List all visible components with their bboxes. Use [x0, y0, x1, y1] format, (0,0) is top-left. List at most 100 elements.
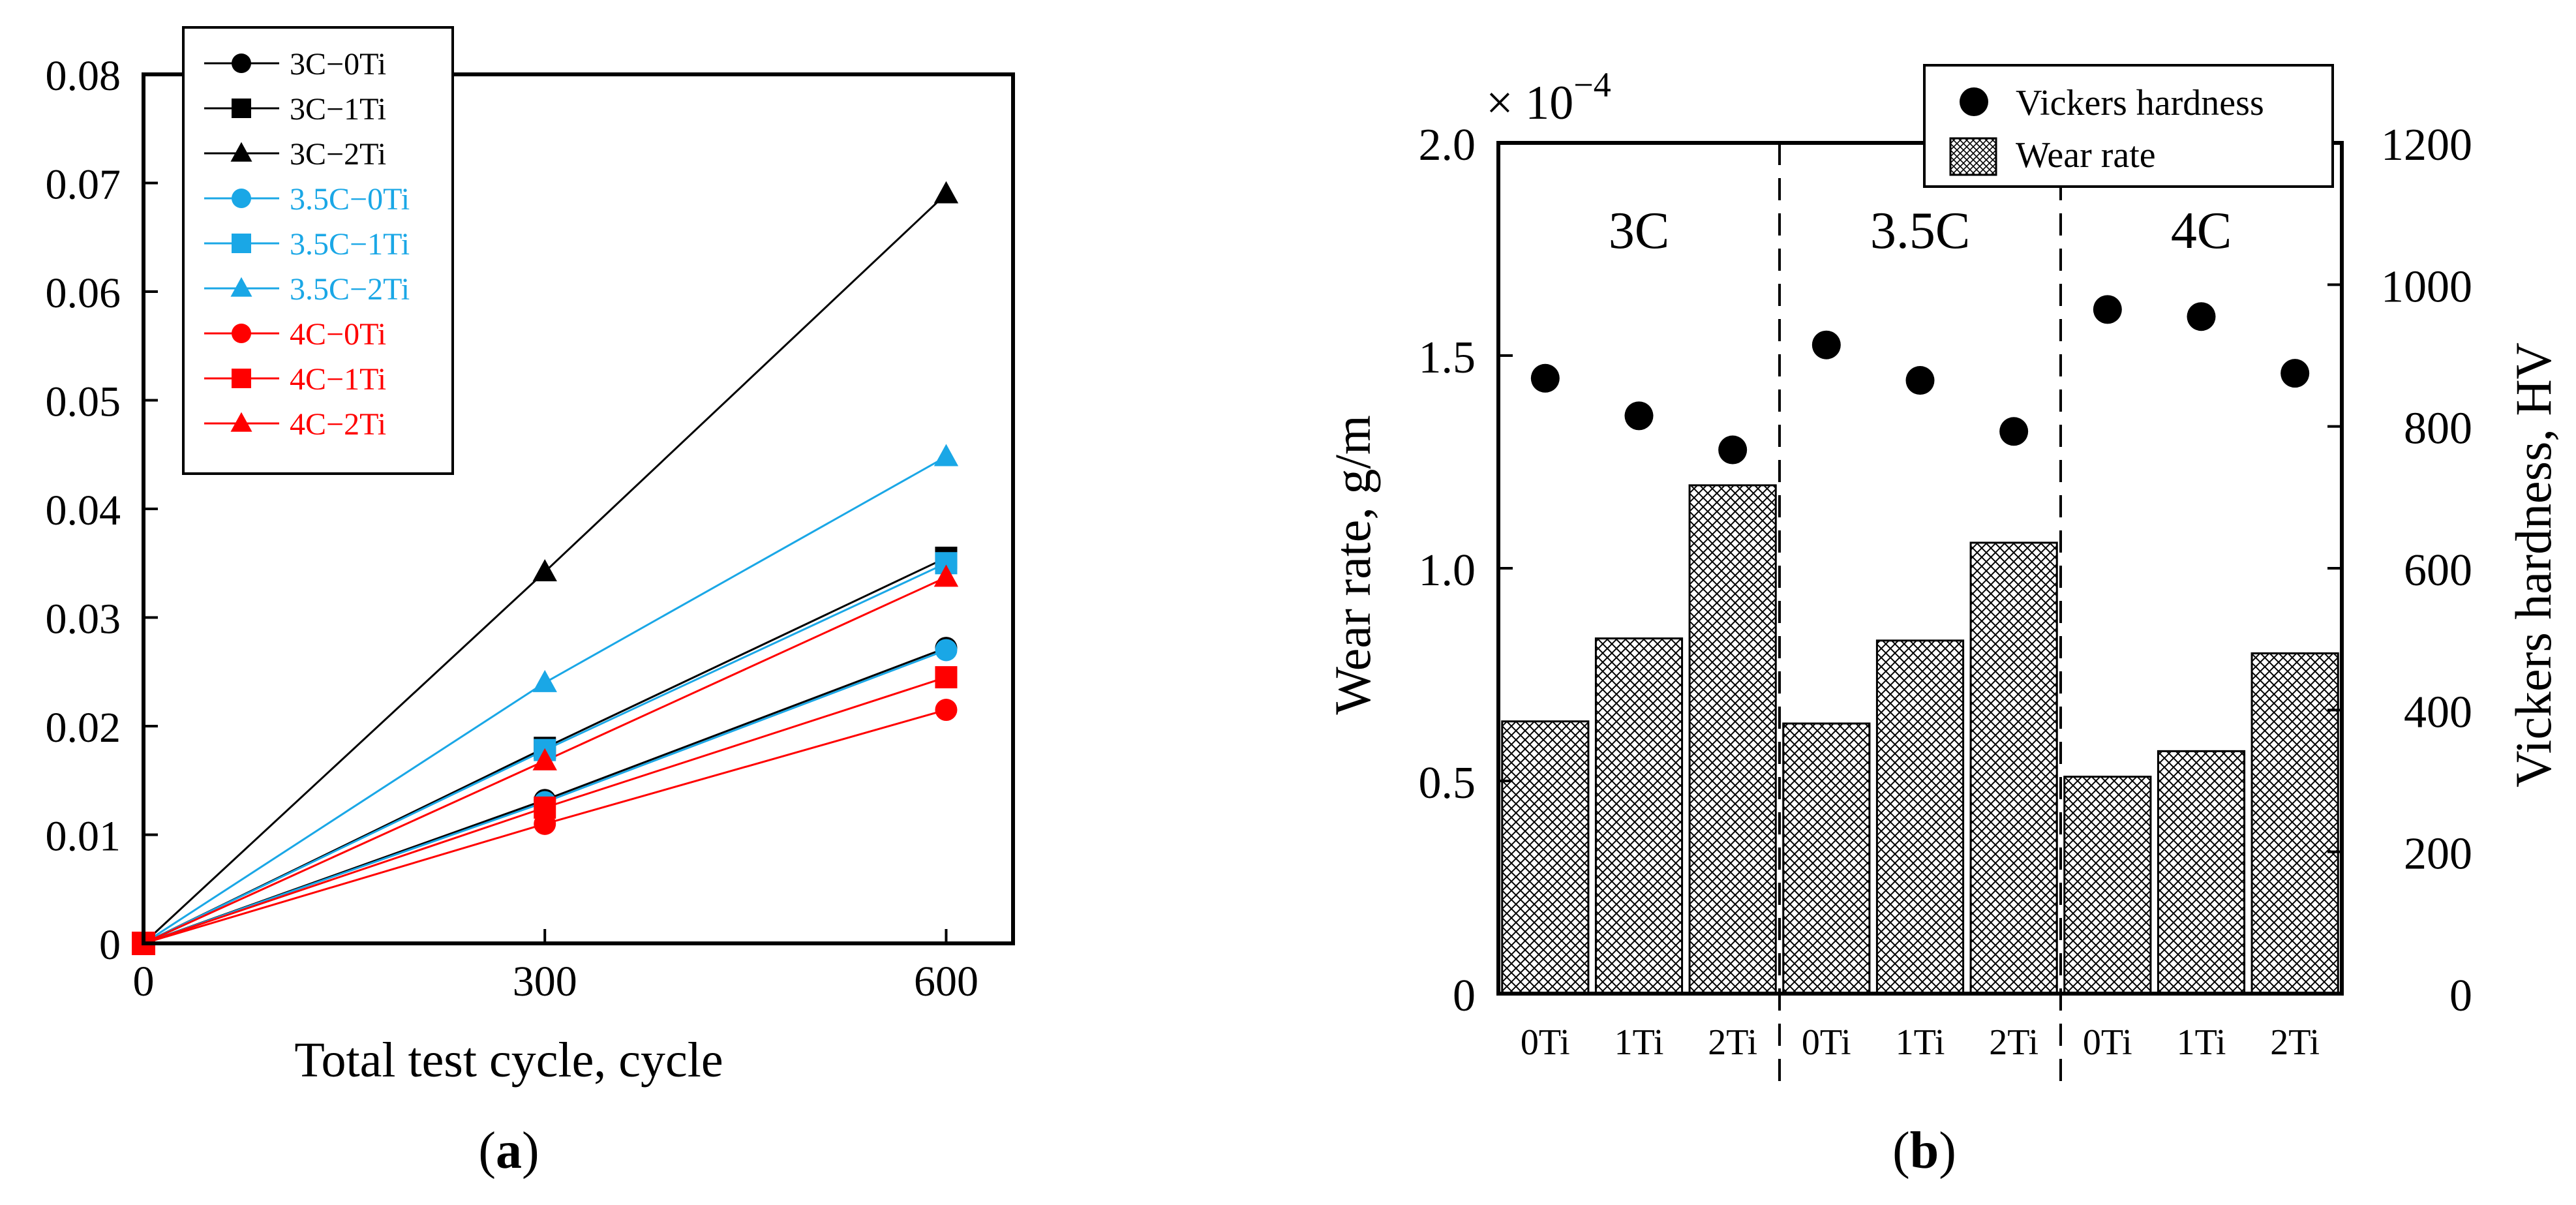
panel-a-y-tick-label: 0.02 [46, 704, 121, 752]
panel-b-legend-hardness-marker [1960, 87, 1988, 116]
panel-a-data-point [935, 666, 958, 689]
panel-a-legend-box [182, 26, 454, 475]
panel-b-legend-wear-swatch [1949, 137, 1997, 176]
panel-a-legend-marker [232, 324, 251, 343]
panel-b-wear-rate-bars [1501, 484, 2339, 995]
panel-b-category-label: 0Ti [2083, 1022, 2132, 1063]
panel-b-category-label: 2Ti [1989, 1022, 2038, 1063]
panel-a-y-tick-label: 0.03 [46, 596, 121, 643]
panel-b-right-tick-label: 200 [2404, 829, 2472, 879]
panel-b-category-label: 2Ti [2270, 1022, 2320, 1063]
panel-b-left-tick-label: 1.0 [1419, 545, 1476, 596]
panel-b-category-label: 0Ti [1802, 1022, 1851, 1063]
panel-a-legend-marker [230, 142, 252, 162]
panel-a-legend: 3C−0Ti 3C−1Ti 3C−2Ti 3.5C−0Ti 3.5C−1Ti 3.5C−2… [182, 26, 454, 475]
panel-b-category-labels: 0Ti 1Ti 2Ti 0Ti 1Ti 2Ti 0Ti 1Ti 2Ti [1521, 1022, 2320, 1063]
panel-b-chart: 0 0.5 1.0 1.5 2.0 0 200 400 600 800 1000 1200 0Ti 1… [1324, 64, 2562, 1180]
panel-b-left-tick-labels: 0 0.5 1.0 1.5 2.0 [1419, 120, 1476, 1021]
panel-a-legend-marker [232, 189, 251, 208]
panel-a-x-tick-label: 600 [914, 958, 978, 1005]
panel-b-hardness-point [1999, 417, 2029, 446]
panel-b-ticks [1498, 142, 2342, 995]
panel-a-legend-label: 4C−1Ti [290, 362, 386, 397]
panel-b-hardness-point [1811, 330, 1841, 359]
panel-a-data-point [532, 748, 557, 770]
panel-b-left-tick-label: 0 [1453, 971, 1476, 1021]
panel-b-right-tick-labels: 0 200 400 600 800 1000 1200 [2381, 120, 2472, 1021]
panel-b-wear-rate-bar [2157, 750, 2246, 995]
panel-a-data-point [933, 181, 959, 204]
panel-b-right-tick-label: 600 [2404, 545, 2472, 596]
panel-b-category-label: 1Ti [1896, 1022, 1945, 1063]
panel-b-hardness-point [1905, 366, 1935, 395]
panel-b-hardness-point [2093, 295, 2122, 324]
panel-b-legend: Vickers hardness Wear rate [1923, 64, 2334, 188]
panel-a-data-point [935, 699, 958, 722]
panel-a-data-point [933, 444, 959, 466]
panel-a-legend-label: 4C−0Ti [290, 317, 386, 352]
panel-b-wear-rate-bar [2063, 775, 2152, 995]
panel-b-left-tick-label: 1.5 [1419, 333, 1476, 383]
panel-a-legend-label: 3C−2Ti [290, 137, 386, 172]
panel-a-y-tick-label: 0.08 [46, 52, 121, 100]
panel-a-legend-label: 3.5C−2Ti [290, 272, 410, 307]
panel-a-legend-marker [230, 412, 252, 432]
panel-a-y-tick-labels: 0 0.01 0.02 0.03 0.04 0.05 0.06 0.07 0.08 [46, 52, 121, 969]
panel-a-legend-marker [232, 53, 251, 73]
panel-b-wear-rate-bar [1782, 722, 1871, 995]
panel-a-series-markers [132, 181, 959, 955]
panel-b-y-multiplier: × 10−4 [1486, 65, 1611, 130]
panel-a-y-tick-label: 0.05 [46, 378, 121, 426]
panel-b-group-label: 3.5C [1870, 202, 1970, 260]
panel-b-right-tick-label: 400 [2404, 687, 2472, 737]
panel-a-data-point [534, 796, 556, 819]
panel-b-hardness-point [1718, 435, 1748, 465]
panel-b-category-label: 1Ti [2177, 1022, 2226, 1063]
panel-a-legend-marker [232, 369, 251, 388]
panel-b-hardness-point [1530, 363, 1560, 393]
panel-a-y-tick-label: 0.04 [46, 487, 121, 534]
panel-a-y-tick-label: 0.01 [46, 813, 121, 861]
panel-a-legend-marker [232, 234, 251, 253]
panel-a-x-tick-label: 300 [513, 958, 577, 1005]
panel-b-hardness-point [2281, 359, 2310, 388]
panel-b-category-label: 2Ti [1708, 1022, 1757, 1063]
panel-a-legend-label: 3C−1Ti [290, 92, 386, 127]
panel-b-legend-hardness-label: Vickers hardness [2016, 83, 2264, 123]
panel-a-legend-marker [230, 277, 252, 297]
panel-a-y-tick-label: 0 [99, 921, 121, 969]
panel-b-category-label: 0Ti [1521, 1022, 1570, 1063]
panel-b-group-labels: 3C 3.5C 4C [1609, 202, 2232, 260]
panel-b-hardness-points [1530, 295, 2310, 465]
panel-a-legend-marker [232, 99, 251, 118]
panel-b-group-dividers [1778, 143, 2062, 1083]
panel-a-legend-label: 4C−2Ti [290, 407, 386, 442]
panel-b-wear-rate-bar [1969, 541, 2058, 995]
panel-b-right-tick-label: 1200 [2381, 120, 2472, 170]
panel-b-wear-rate-bar [1501, 720, 1590, 995]
panel-b-wear-rate-bar [1875, 639, 1965, 995]
panel-a-y-tick-label: 0.07 [46, 161, 121, 209]
panel-a-x-axis-title: Total test cycle, cycle [294, 1033, 723, 1088]
panel-a-data-point [933, 564, 959, 587]
panel-a-plot-frame [142, 72, 1015, 945]
panel-a-data-point [532, 669, 557, 692]
panel-b-right-tick-label: 800 [2404, 404, 2472, 454]
panel-a-x-tick-labels: 0 300 600 [133, 958, 978, 1005]
panel-b-group-label: 4C [2171, 202, 2232, 260]
panel-b-left-tick-label: 0.5 [1419, 758, 1476, 808]
panel-b-group-label: 3C [1609, 202, 1669, 260]
panel-b-hardness-point [2187, 302, 2216, 331]
panel-b-caption: (b) [1892, 1122, 1956, 1180]
panel-b-wear-rate-bar [2250, 652, 2339, 995]
panel-b-wear-rate-bar [1688, 484, 1777, 995]
panel-b-left-axis-title: Wear rate, g/m [1324, 415, 1381, 714]
panel-a-y-tick-label: 0.06 [46, 269, 121, 317]
panel-a-legend-label: 3.5C−1Ti [290, 227, 410, 262]
panel-b-right-axis-title: Vickers hardness, HV [2505, 343, 2562, 787]
panel-b-hardness-point [1624, 401, 1654, 431]
panel-a-chart: 0 0.01 0.02 0.03 0.04 0.05 0.06 0.07 0.08 0 300 60… [46, 26, 1015, 1180]
panel-a-legend-label: 3C−0Ti [290, 47, 386, 82]
panel-a-data-point [935, 639, 958, 662]
